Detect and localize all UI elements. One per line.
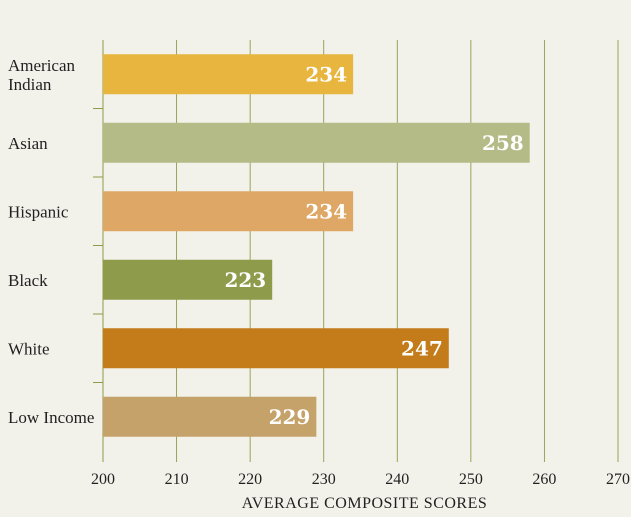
bar-2 <box>103 191 354 232</box>
category-label-line: White <box>8 339 50 358</box>
x-axis-title: AVERAGE COMPOSITE SCORES <box>242 495 488 512</box>
category-label-line: Hispanic <box>8 202 69 221</box>
category-label: Hispanic <box>8 202 69 221</box>
value-labels: 234 258 234 223 247 229 <box>224 62 523 429</box>
bar-3 <box>103 259 273 300</box>
bar-5 <box>103 396 317 437</box>
x-tick-label: 260 <box>532 471 556 488</box>
category-labels: American Indian Asian Hispanic Black White Low… <box>8 56 94 427</box>
x-tick-label: 230 <box>312 471 336 488</box>
category-label-line: American <box>8 56 76 75</box>
x-tick-label: 210 <box>165 471 189 488</box>
bars <box>103 54 530 437</box>
category-label-line: Asian <box>8 134 48 153</box>
bar-0 <box>103 54 354 95</box>
bar-1 <box>103 122 530 163</box>
bar-value-label: 247 <box>401 336 443 360</box>
bar-value-label: 234 <box>305 199 347 223</box>
bar-value-label: 229 <box>269 405 311 429</box>
x-tick-label: 250 <box>459 471 483 488</box>
category-label: Black <box>8 271 48 290</box>
category-label-line: Indian <box>8 75 52 94</box>
y-axis <box>93 40 104 462</box>
category-label-line: Low Income <box>8 408 94 427</box>
x-tick-label: 270 <box>606 471 630 488</box>
category-label: Low Income <box>8 408 94 427</box>
x-tick-labels: 200 210 220 230 240 250 260 270 <box>91 471 630 488</box>
gridlines <box>102 40 619 462</box>
category-label: American Indian <box>8 56 76 94</box>
x-tick-label: 240 <box>385 471 409 488</box>
bar-value-label: 234 <box>305 62 347 86</box>
bar-value-label: 223 <box>224 268 266 292</box>
x-tick-label: 220 <box>238 471 262 488</box>
bar-value-label: 258 <box>482 131 524 155</box>
category-label-line: Black <box>8 271 48 290</box>
x-tick-label: 200 <box>91 471 115 488</box>
bar-4 <box>103 328 449 369</box>
category-label: White <box>8 339 50 358</box>
category-label: Asian <box>8 134 48 153</box>
